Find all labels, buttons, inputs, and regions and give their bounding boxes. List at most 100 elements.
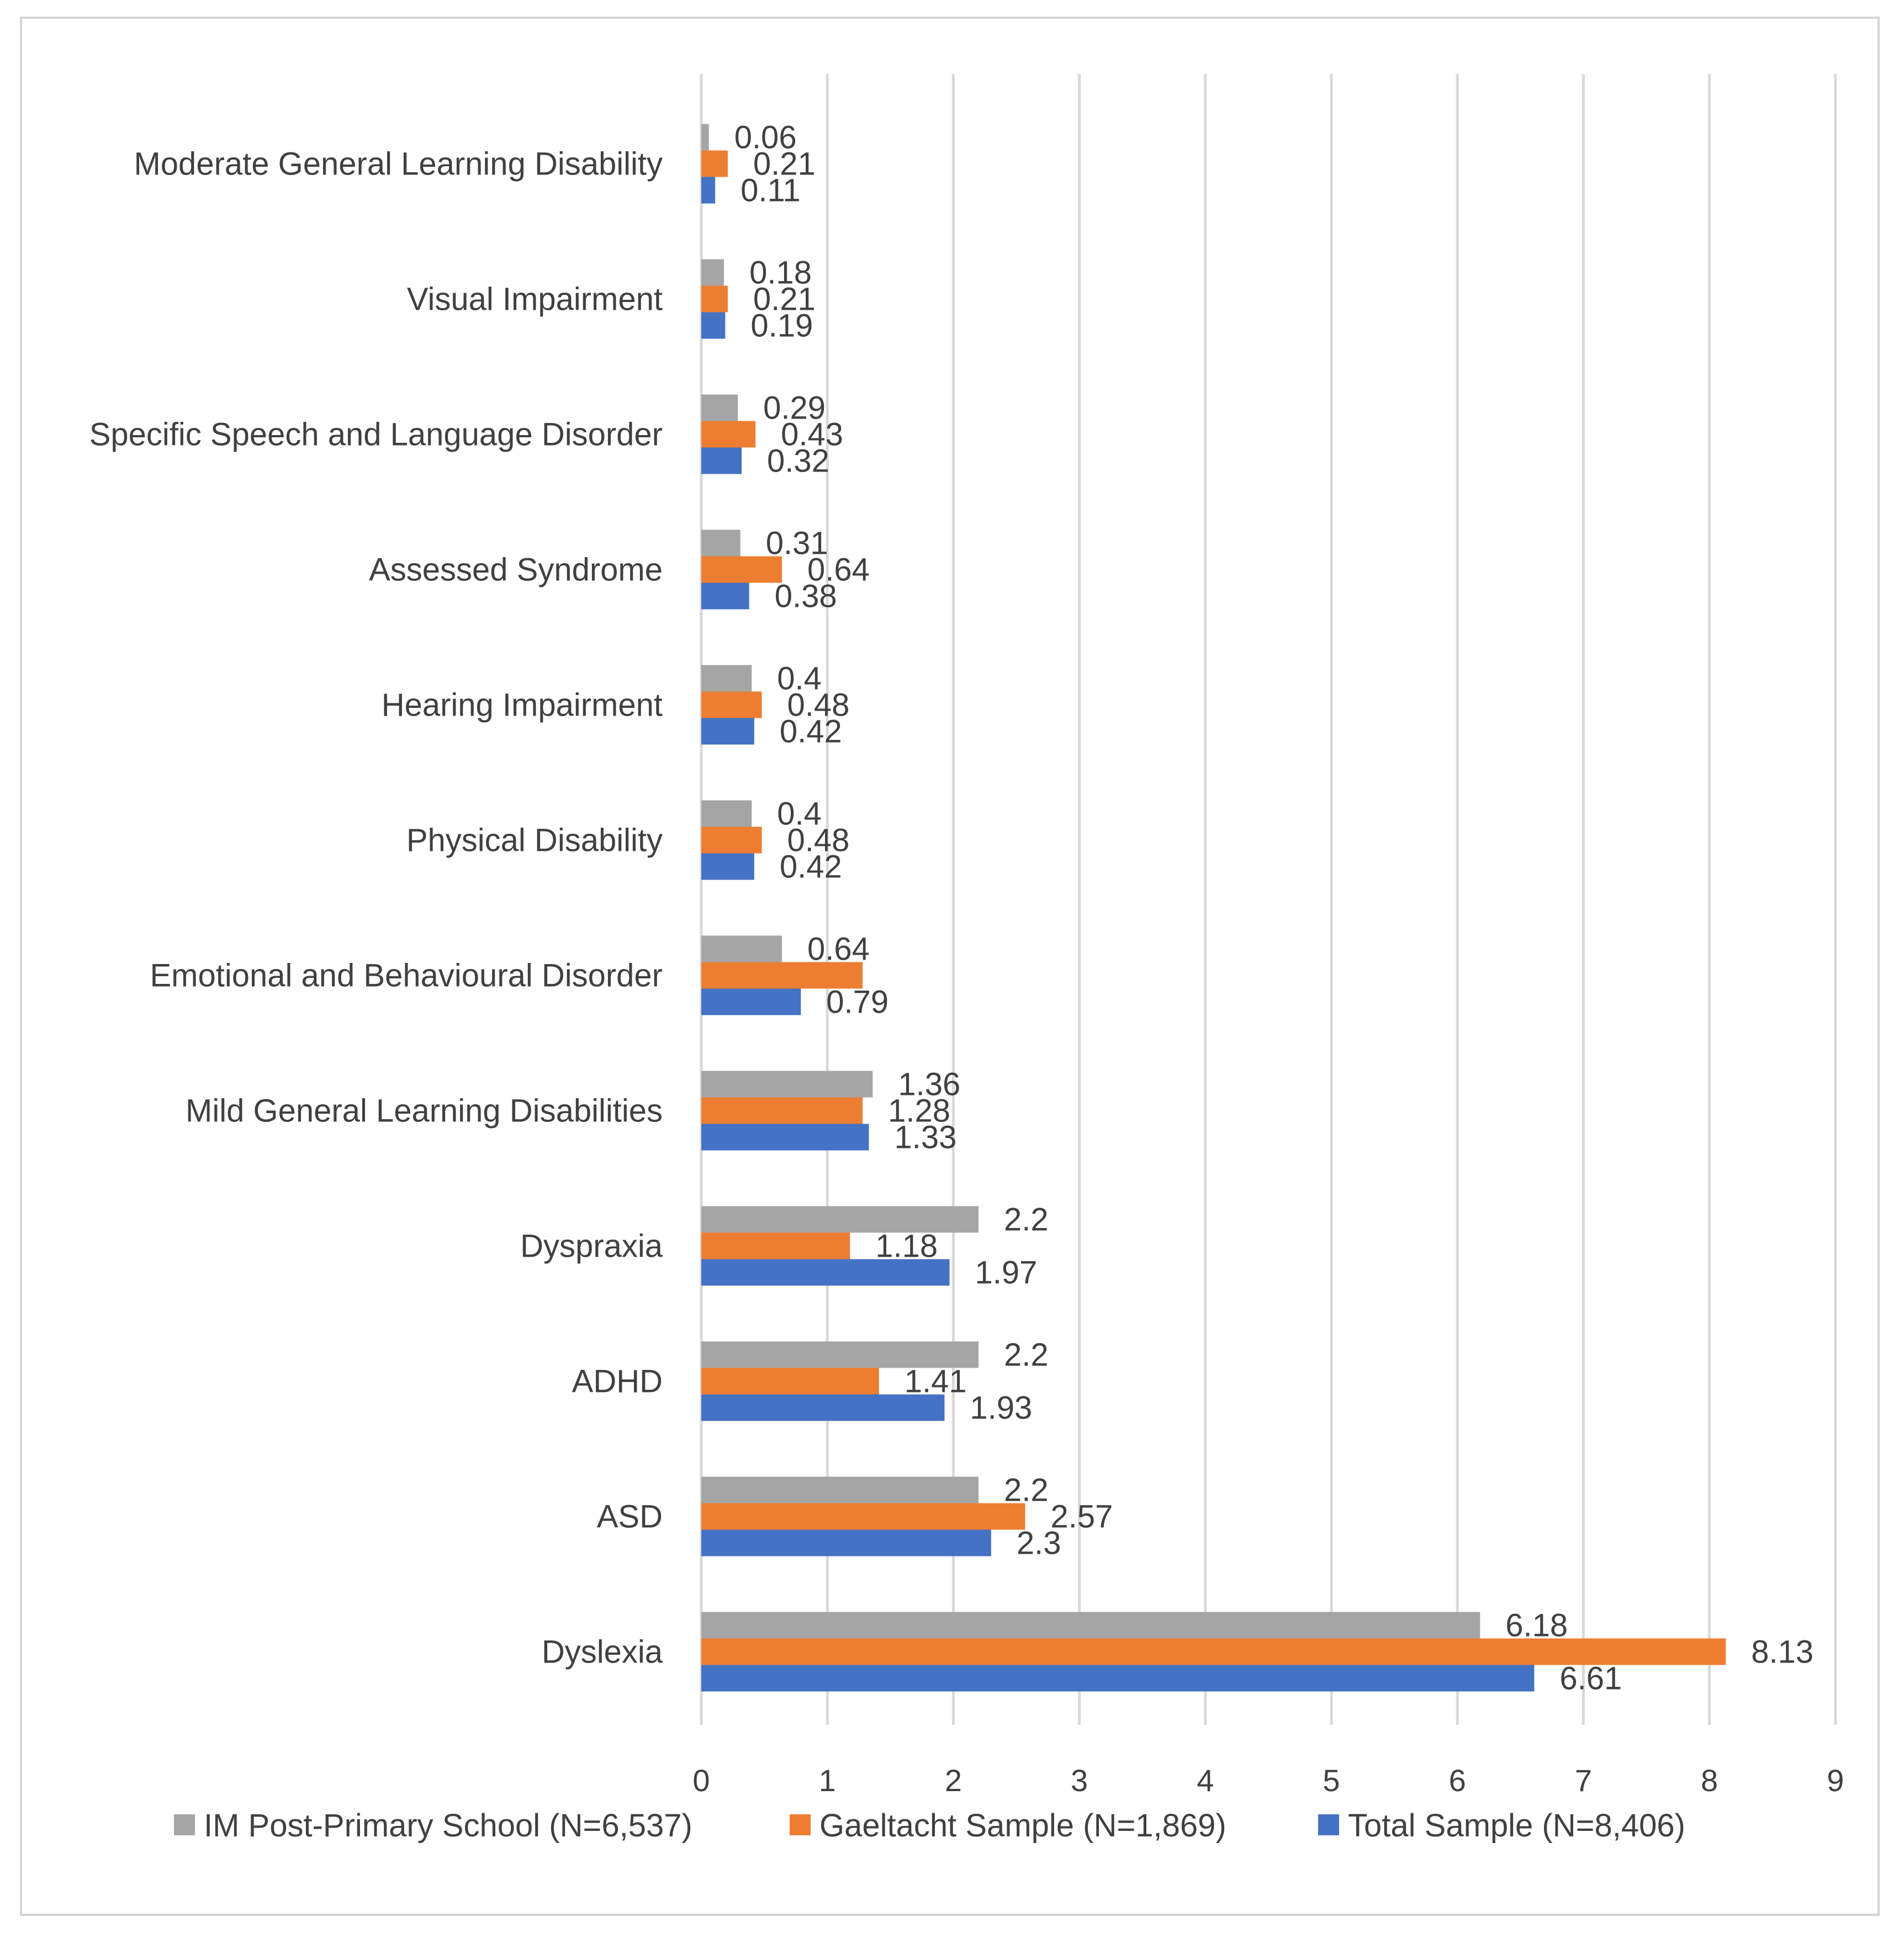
- data-label: 1.28: [888, 1093, 950, 1129]
- data-label: 0.29: [763, 390, 826, 426]
- category-label: Specific Speech and Language Disorder: [89, 417, 663, 453]
- category-label: Visual Impairment: [407, 282, 663, 317]
- x-tick-label: 8: [1701, 1763, 1718, 1798]
- gridlines: [700, 74, 1837, 1725]
- bar: [701, 1394, 945, 1421]
- data-label: 1.97: [975, 1255, 1038, 1291]
- bar: [701, 1368, 879, 1395]
- data-label: 2.3: [1017, 1526, 1061, 1561]
- bar: [701, 1097, 863, 1124]
- bar: [701, 1206, 979, 1233]
- category-label: Assessed Syndrome: [369, 552, 663, 588]
- bar: [701, 1529, 991, 1556]
- bar-chart: 0 1 2 3 4 5 6 7 8 9 Moderate General Learning Disa…: [89, 74, 1844, 1844]
- category-label: Dyspraxia: [520, 1229, 663, 1264]
- data-label: 0.19: [750, 308, 813, 344]
- bar: [701, 1612, 1480, 1639]
- data-label: 0.06: [734, 120, 797, 156]
- legend-swatch: [174, 1814, 195, 1835]
- data-label: 0.64: [807, 931, 870, 967]
- bar: [701, 285, 728, 313]
- category-label: ADHD: [572, 1364, 663, 1400]
- data-label: 0.43: [781, 417, 843, 453]
- data-label: 6.18: [1505, 1608, 1568, 1644]
- data-label: 1.41: [905, 1364, 967, 1400]
- data-label: 0.4: [777, 661, 822, 697]
- category-label: Mild General Learning Disabilities: [186, 1093, 663, 1129]
- data-label: 0.18: [749, 255, 812, 291]
- bar: [701, 935, 782, 962]
- data-label: 0.31: [766, 526, 828, 562]
- data-label: 0.64: [807, 552, 870, 588]
- data-label: 0.42: [780, 849, 842, 885]
- data-label: 2.2: [1004, 1473, 1049, 1508]
- bar: [701, 988, 801, 1015]
- bar: [701, 177, 716, 204]
- bar: [701, 665, 752, 692]
- bar: [701, 556, 782, 583]
- bar: [701, 447, 742, 474]
- bar: [701, 1071, 873, 1098]
- legend-swatch: [1318, 1814, 1339, 1835]
- bar: [701, 691, 762, 718]
- labels: 0 1 2 3 4 5 6 7 8 9 Moderate General Learning Disa…: [89, 120, 1844, 1798]
- data-label: 0.21: [753, 146, 816, 182]
- bar: [701, 1124, 869, 1151]
- legend-label: Gaeltacht Sample (N=1,869): [819, 1808, 1226, 1844]
- category-label: Emotional and Behavioural Disorder: [150, 958, 663, 994]
- x-tick-label: 7: [1575, 1763, 1592, 1798]
- data-label: 2.57: [1050, 1499, 1113, 1535]
- data-label: 8.13: [1751, 1634, 1813, 1670]
- bar: [701, 718, 754, 745]
- bar: [701, 124, 709, 151]
- x-tick-label: 0: [692, 1763, 710, 1798]
- data-label: 1.33: [895, 1120, 957, 1156]
- legend-swatch: [790, 1814, 811, 1835]
- category-label: Moderate General Learning Disability: [134, 146, 663, 182]
- bar: [701, 259, 724, 286]
- data-label: 2.2: [1004, 1202, 1049, 1238]
- category-label: Physical Disability: [406, 823, 663, 859]
- bar: [701, 1476, 979, 1503]
- x-tick-label: 1: [819, 1763, 836, 1798]
- bar: [701, 583, 749, 610]
- bar: [701, 1232, 850, 1259]
- data-label: 0.48: [787, 687, 850, 723]
- data-label: 0.4: [777, 796, 822, 832]
- bar: [701, 1259, 950, 1286]
- bars: [701, 124, 1726, 1692]
- x-tick-label: 6: [1449, 1763, 1466, 1798]
- bar: [701, 800, 752, 827]
- legend-label: IM Post-Primary School (N=6,537): [204, 1808, 692, 1844]
- bar: [701, 150, 728, 177]
- category-label: Hearing Impairment: [382, 687, 663, 723]
- bar: [701, 1665, 1535, 1692]
- data-label: 0.42: [780, 714, 842, 750]
- chart-frame: 0 1 2 3 4 5 6 7 8 9 Moderate General Learning Disa…: [20, 17, 1880, 1916]
- data-label: 0.32: [767, 443, 829, 479]
- bar: [701, 529, 741, 557]
- data-label: 0.11: [741, 173, 801, 209]
- data-label: 6.61: [1559, 1661, 1622, 1697]
- legend: IM Post-Primary School (N=6,537) Gaeltach…: [174, 1808, 1685, 1844]
- bar: [701, 853, 754, 880]
- bar: [701, 1341, 979, 1368]
- data-label: 1.93: [970, 1390, 1032, 1426]
- data-label: 1.18: [875, 1229, 938, 1264]
- data-label: 0.38: [775, 579, 837, 615]
- bar: [701, 1503, 1025, 1530]
- category-label: Dyslexia: [542, 1634, 663, 1670]
- x-tick-label: 9: [1827, 1763, 1844, 1798]
- legend-label: Total Sample (N=8,406): [1348, 1808, 1685, 1844]
- data-label: 2.2: [1004, 1337, 1049, 1373]
- data-label: 0.79: [826, 984, 888, 1020]
- category-label: ASD: [597, 1499, 663, 1535]
- x-tick-label: 5: [1323, 1763, 1340, 1798]
- x-tick-label: 2: [945, 1763, 962, 1798]
- bar: [701, 394, 738, 421]
- data-label: 0.48: [787, 823, 850, 859]
- bar: [701, 312, 726, 339]
- bar: [701, 827, 762, 854]
- data-label: 0.21: [753, 282, 816, 317]
- bar: [701, 1638, 1726, 1665]
